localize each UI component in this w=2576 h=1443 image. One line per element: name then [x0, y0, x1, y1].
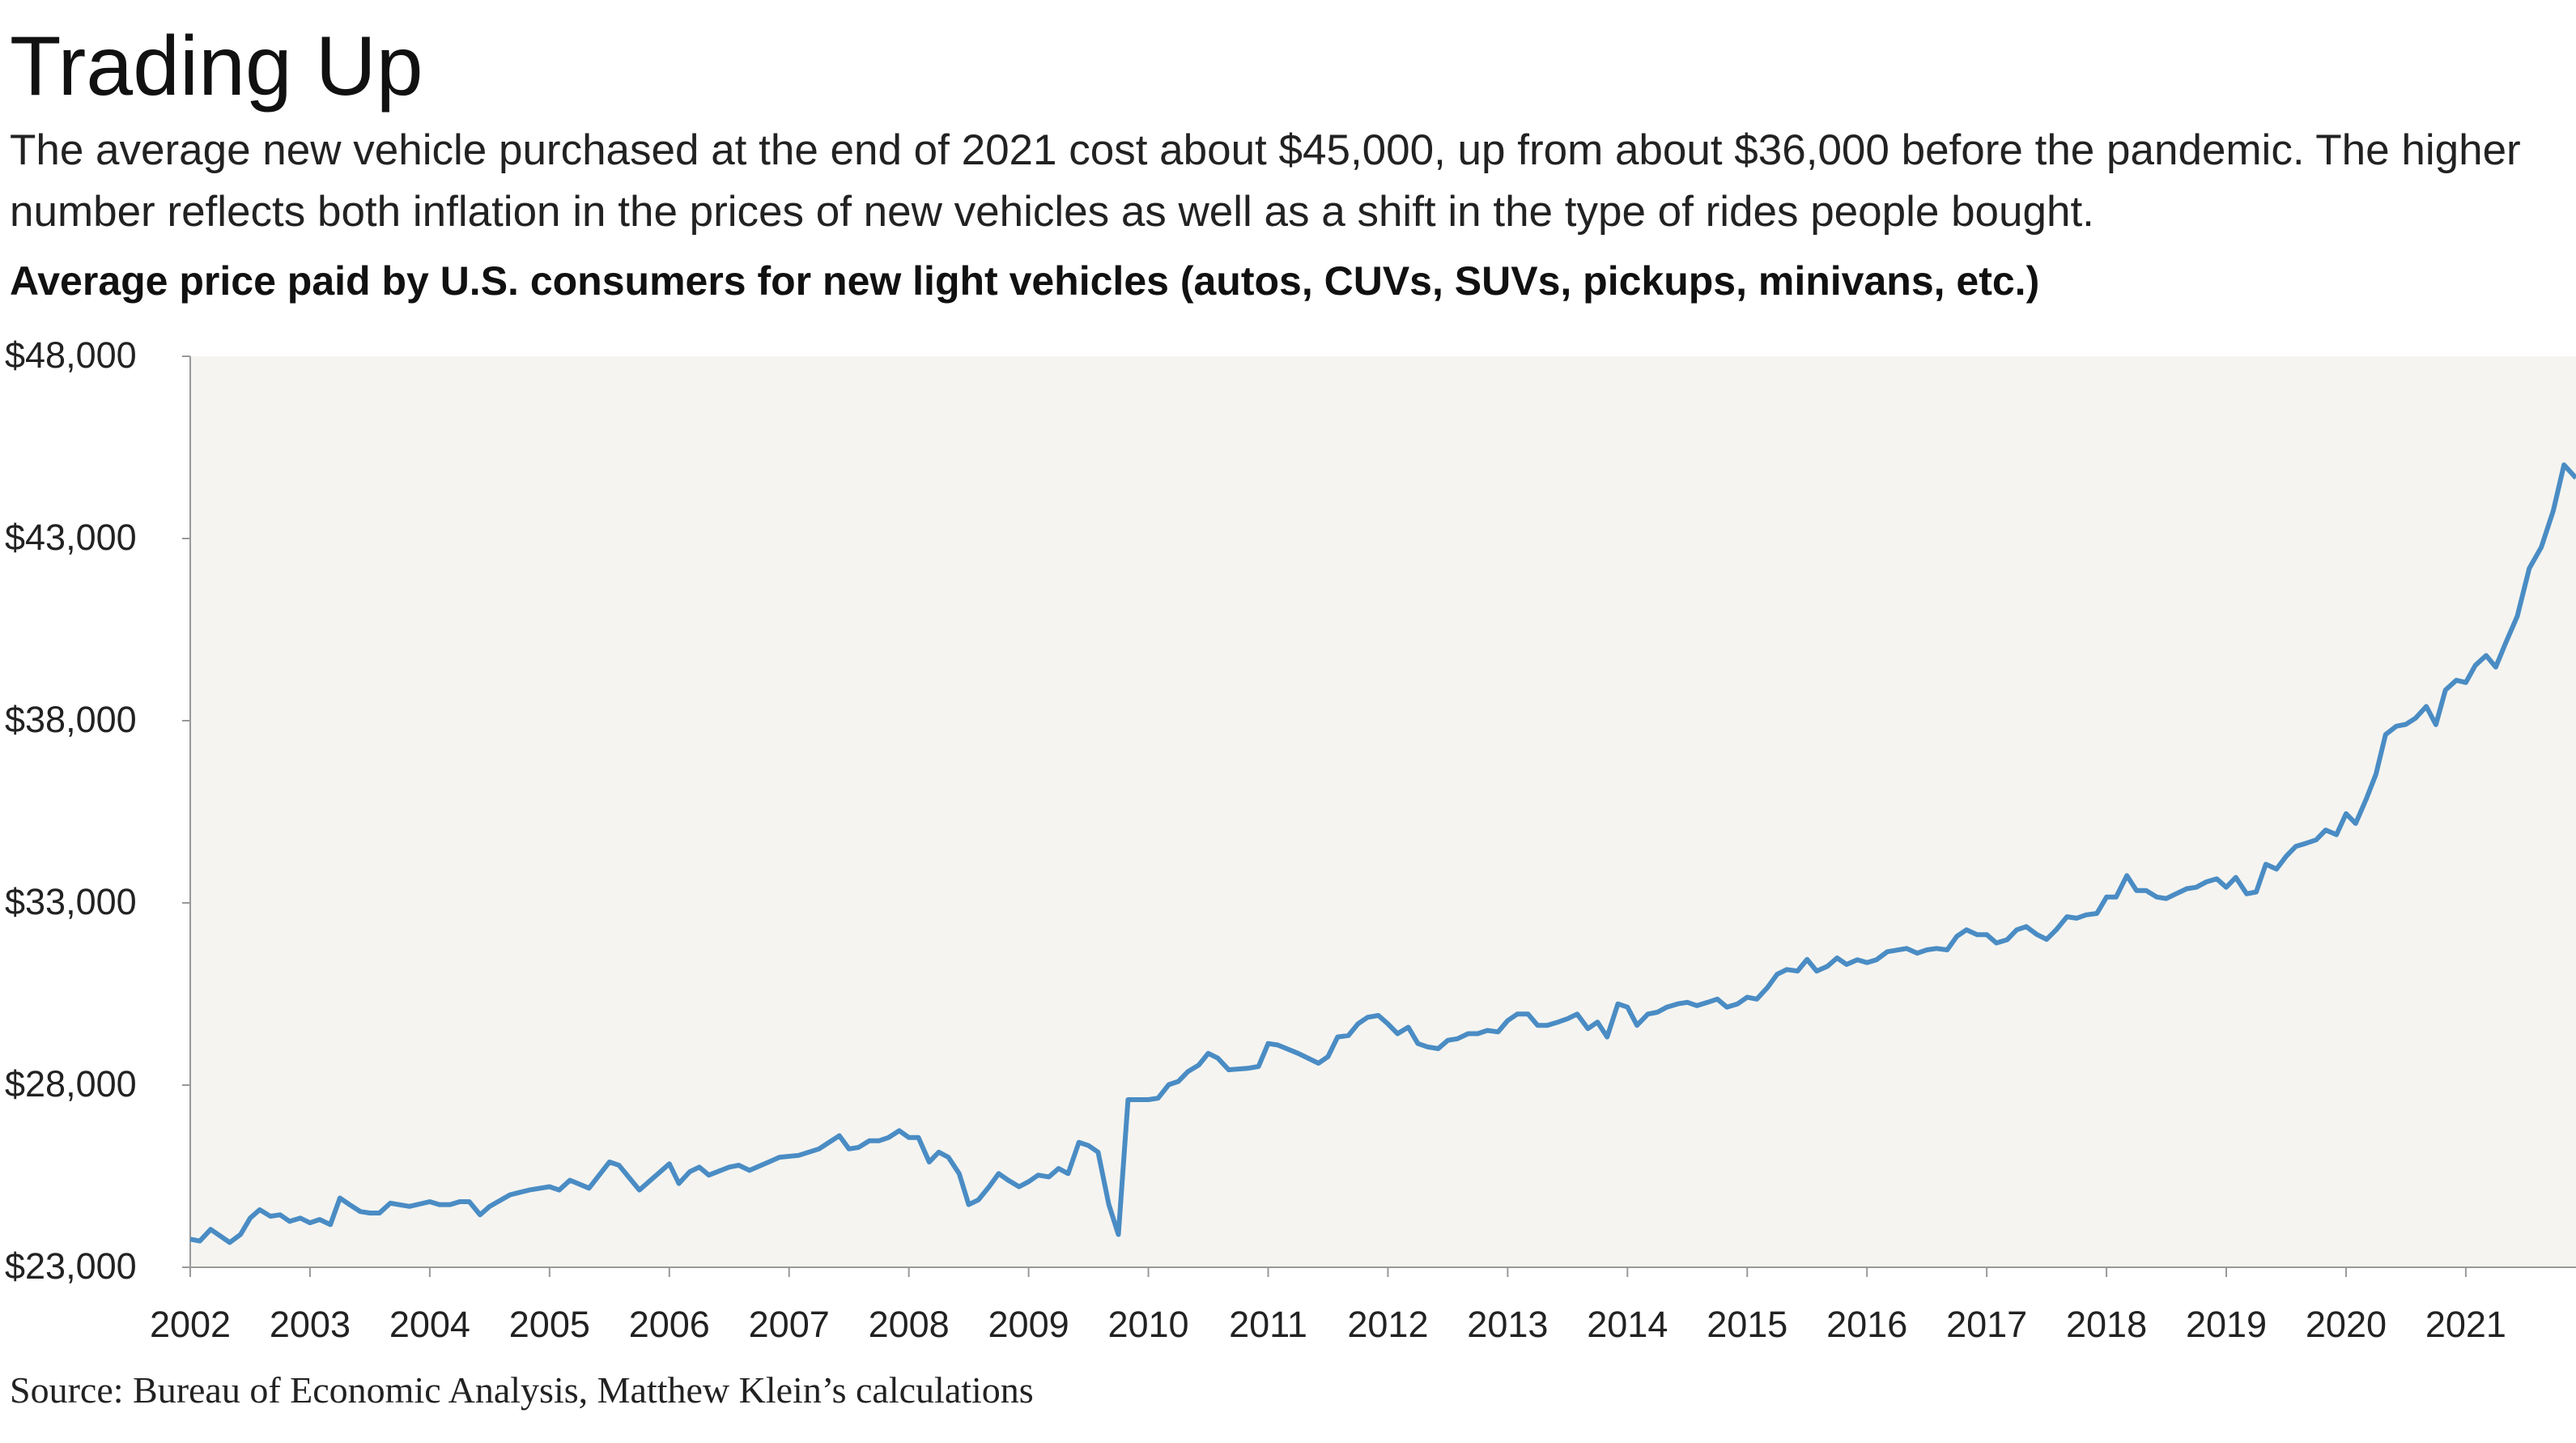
title: Trading Up	[10, 19, 423, 113]
x-tick-label: 2002	[150, 1304, 231, 1345]
x-tick-label: 2009	[988, 1304, 1069, 1345]
x-tick-label: 2003	[270, 1304, 351, 1345]
line	[189, 462, 2576, 1245]
x-tick-label: 2013	[1467, 1304, 1548, 1345]
x-tick-label: 2007	[749, 1304, 830, 1345]
x-tick-label: 2004	[389, 1304, 470, 1345]
x-tick-label: 2006	[629, 1304, 710, 1345]
x-tick-label: 2005	[509, 1304, 590, 1345]
x-tick-label: 2017	[1946, 1304, 2027, 1345]
plot-background	[190, 356, 2576, 1267]
x-tick-label: 2019	[2186, 1304, 2267, 1345]
y-tick-label: $33,000	[5, 881, 137, 922]
x-tick-label: 2011	[1229, 1304, 1307, 1345]
description: The average new vehicle purchased at the…	[10, 126, 2521, 236]
y-tick-label: $28,000	[5, 1063, 137, 1105]
chart: $23,000 $28,000 $33,000 $38,000 $43,000 $48,0…	[5, 334, 2576, 1345]
x-tick-label: 2012	[1347, 1304, 1428, 1345]
chart-subtitle: Average price paid by U.S. consumers for…	[10, 258, 2040, 304]
x-tick-label: 2016	[1826, 1304, 1907, 1345]
x-tick-label: 2008	[869, 1304, 950, 1345]
y-tick-label: $43,000	[5, 517, 137, 558]
x-tick-label: 2021	[2425, 1304, 2506, 1345]
y-tick-label: $48,000	[5, 334, 137, 376]
x-tick-label: 2014	[1587, 1304, 1668, 1345]
source: Source: Bureau of Economic Analysis, Mat…	[10, 1369, 1034, 1411]
x-tick-label: 2015	[1707, 1304, 1787, 1345]
y-tick-label: $38,000	[5, 699, 137, 740]
x-tick-label: 2010	[1107, 1304, 1188, 1345]
x-tick-label: 2018	[2066, 1304, 2147, 1345]
y-tick-label: $23,000	[5, 1245, 137, 1287]
x-tick-label: 2020	[2306, 1304, 2387, 1345]
